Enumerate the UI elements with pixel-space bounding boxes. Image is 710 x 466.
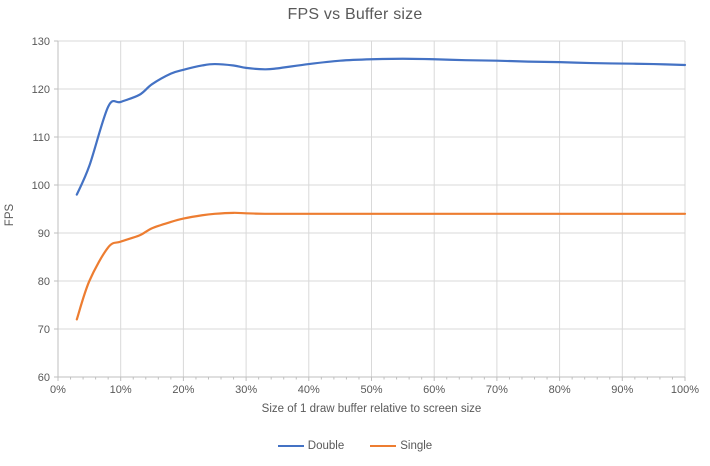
chart-title: FPS vs Buffer size: [287, 6, 423, 23]
legend-label-double: Double: [307, 440, 345, 452]
series-lines: [75, 57, 687, 321]
x-tick-label: 60%: [423, 384, 445, 396]
series-line-single: [75, 211, 687, 321]
y-tick-label: 130: [32, 36, 50, 48]
x-tick-label: 0%: [50, 384, 66, 396]
y-tick-label: 60: [38, 372, 50, 384]
legend-line-swatch-single: [370, 445, 397, 447]
y-tick-label: 80: [38, 276, 50, 288]
x-tick-label: 70%: [486, 384, 508, 396]
axis-ticks: [54, 40, 686, 381]
y-tick-label: 110: [32, 132, 50, 144]
y-tick-label: 120: [32, 84, 50, 96]
x-tick-label: 100%: [671, 384, 699, 396]
x-tick-label: 90%: [611, 384, 633, 396]
x-tick-label: 30%: [235, 384, 257, 396]
x-tick-label: 80%: [549, 384, 571, 396]
x-tick-label: 20%: [172, 384, 194, 396]
axis-tick-labels: 60 70 80 90 100 110 120 130 0% 10% 20% 30% 40% 50% 60%…: [32, 36, 700, 396]
legend-item-single: Single: [370, 440, 432, 452]
x-axis-title: Size of 1 draw buffer relative to screen…: [261, 403, 482, 415]
x-tick-label: 10%: [110, 384, 132, 396]
gridlines: [57, 40, 686, 378]
y-tick-label: 90: [38, 228, 50, 240]
y-tick-label: 70: [38, 324, 50, 336]
x-tick-label: 40%: [298, 384, 320, 396]
series-line-double: [75, 57, 687, 196]
legend-item-double: Double: [277, 440, 345, 452]
x-tick-label: 50%: [360, 384, 382, 396]
legend-line-swatch-double: [277, 445, 304, 447]
legend-label-single: Single: [400, 440, 433, 452]
legend: Double Single: [0, 440, 710, 452]
y-tick-label: 100: [32, 180, 50, 192]
